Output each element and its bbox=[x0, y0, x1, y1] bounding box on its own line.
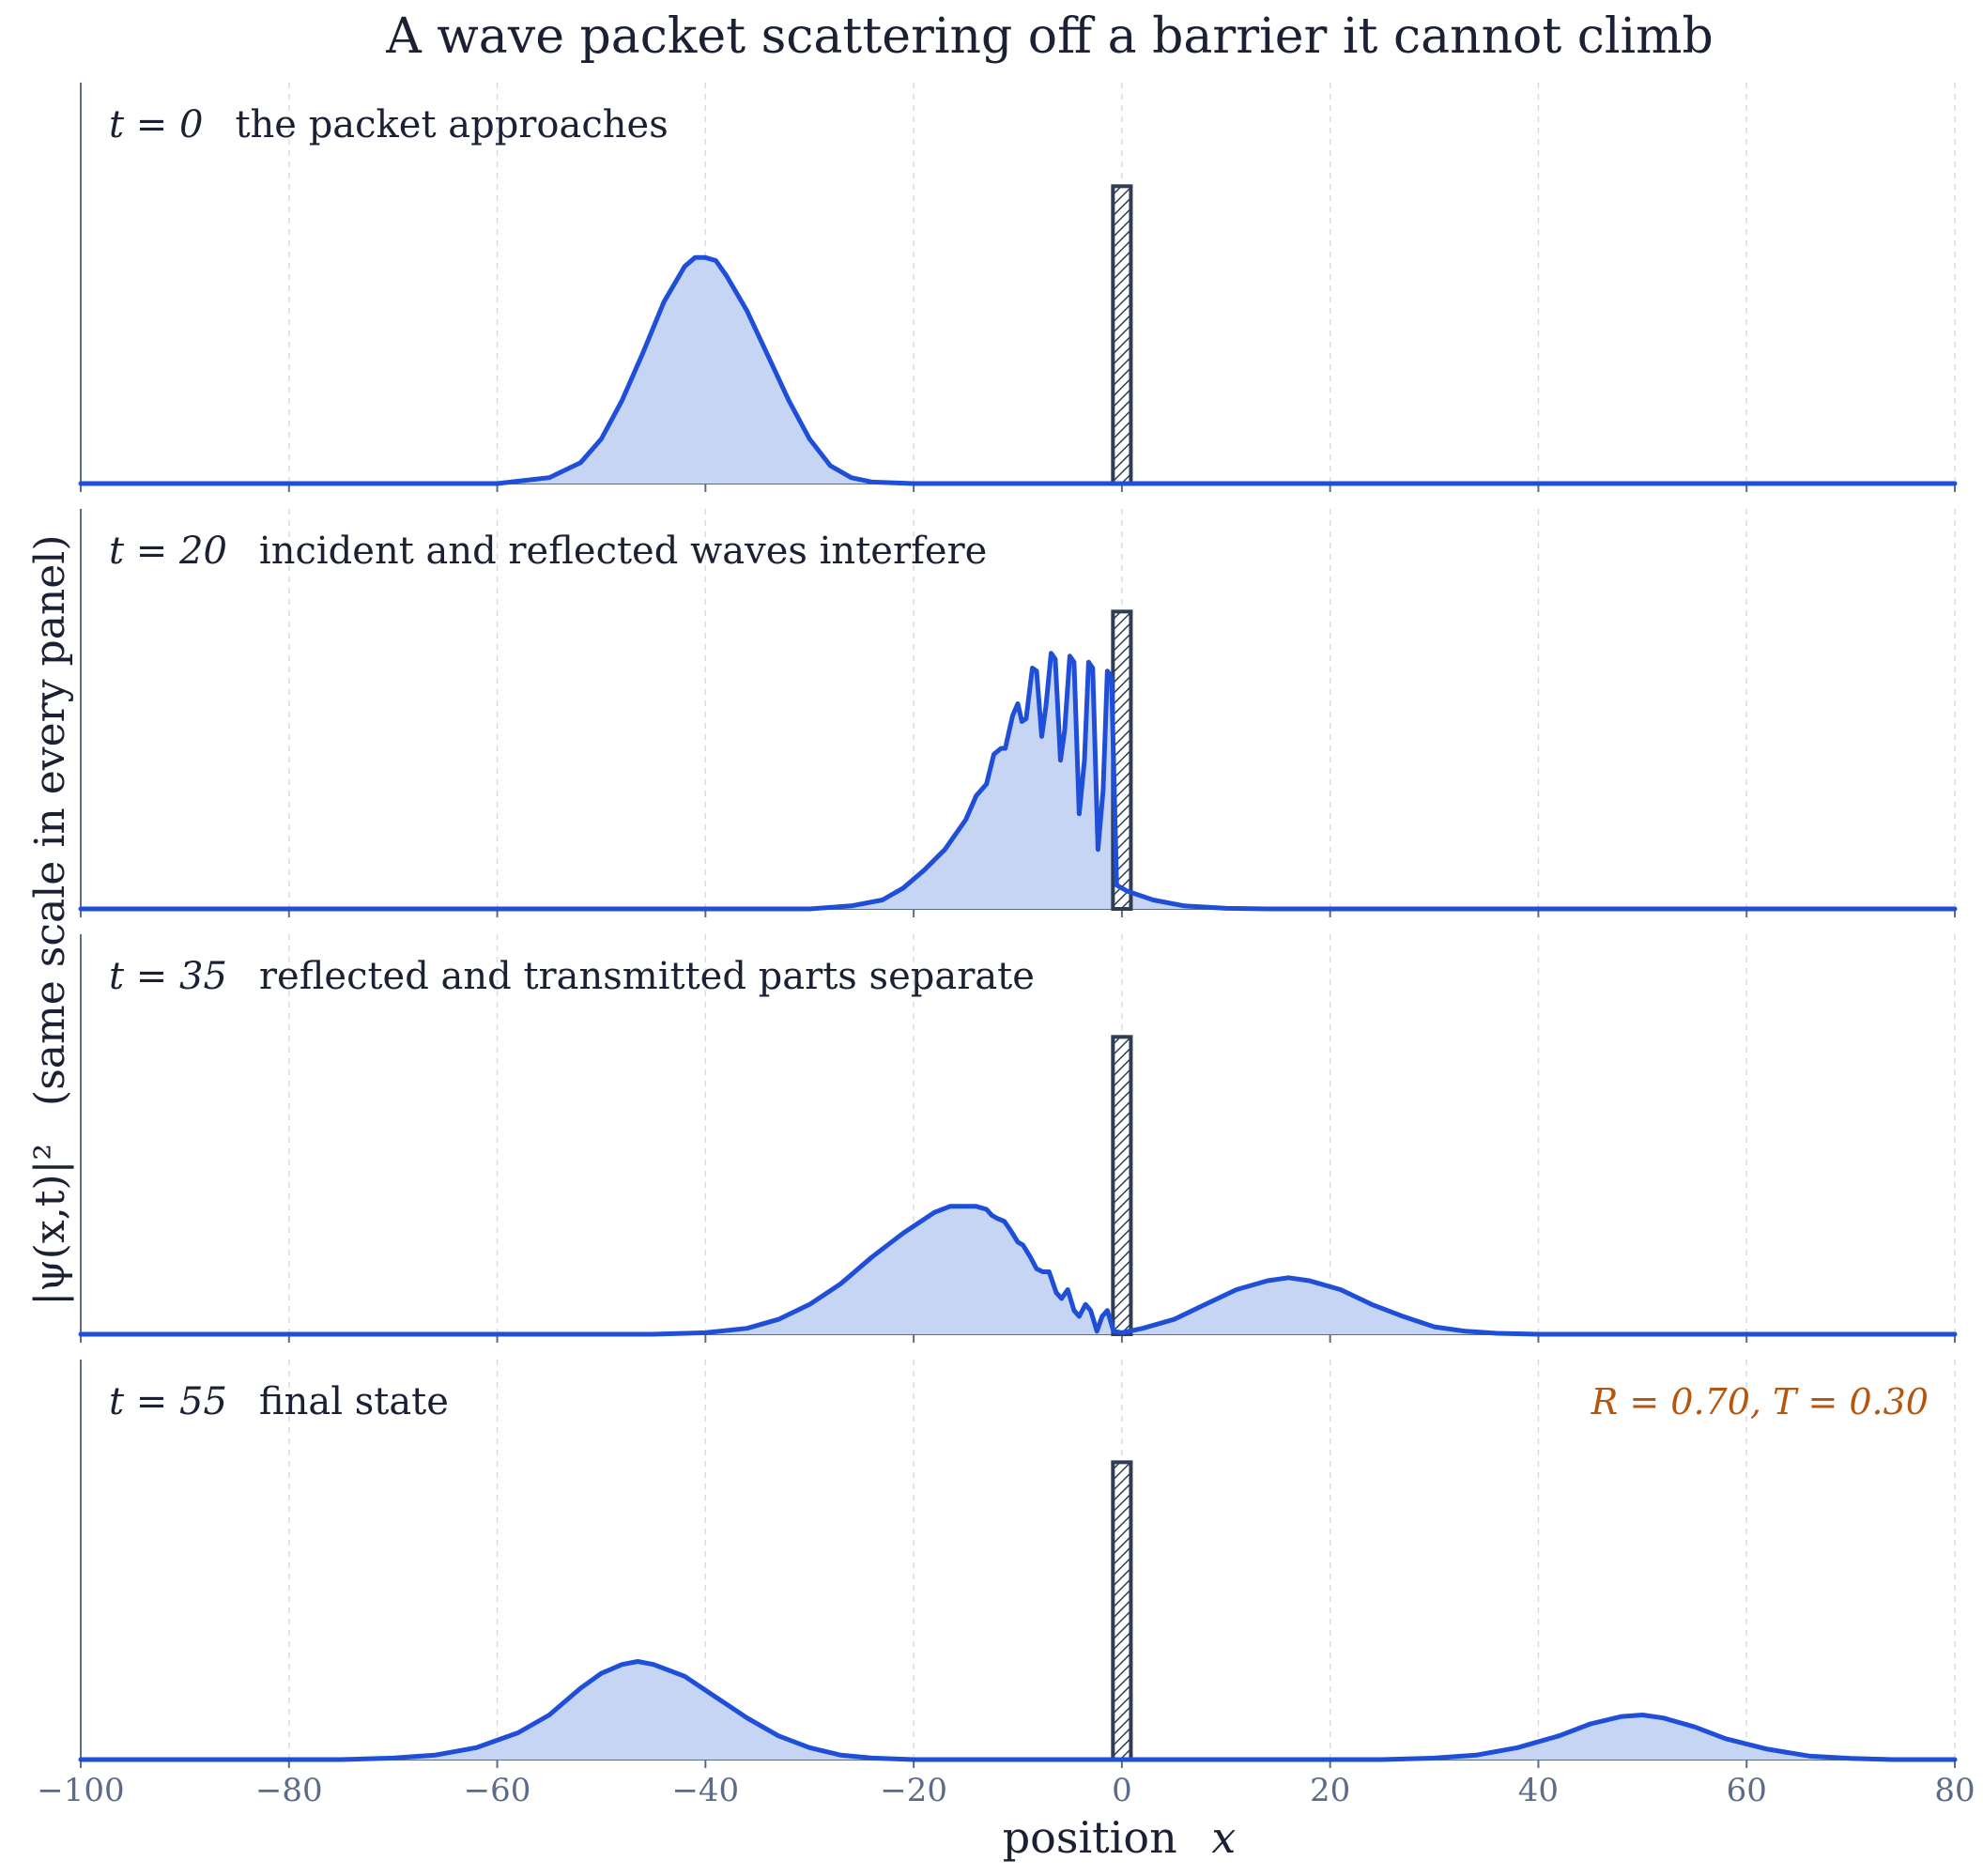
y-axis-label: |ψ(x,t)|² (same scale in every panel) bbox=[26, 534, 74, 1305]
panels: t = 0 the packet approaches t = 20 incident… bbox=[78, 83, 1958, 1768]
time-label: t = 35 bbox=[109, 955, 227, 998]
x-tick-label: 60 bbox=[1727, 1772, 1767, 1809]
y-axis-label-text: (same scale in every panel) bbox=[26, 534, 74, 1106]
panel-1: t = 0 the packet approaches bbox=[78, 83, 1958, 492]
panel-caption: reflected and transmitted parts separate bbox=[259, 955, 1035, 998]
panel-3: t = 35 reflected and transmitted parts se… bbox=[78, 934, 1958, 1343]
reflection-transmission-annotation: R = 0.70, T = 0.30 bbox=[1591, 1381, 1929, 1422]
panel-label: t = 55 final state bbox=[109, 1380, 449, 1423]
x-tick-label: 80 bbox=[1934, 1772, 1975, 1809]
time-label: t = 0 bbox=[109, 103, 203, 146]
panel-caption: incident and reflected waves interfere bbox=[259, 530, 987, 573]
x-tick-label: 40 bbox=[1518, 1772, 1559, 1809]
probability-density-curve bbox=[78, 651, 1958, 912]
x-axis-label-text: position bbox=[1003, 1812, 1177, 1863]
chart-title: A wave packet scattering off a barrier i… bbox=[385, 8, 1714, 65]
x-axis-label: position x bbox=[1003, 1812, 1237, 1863]
panel-caption: final state bbox=[259, 1380, 449, 1423]
probability-density-curve bbox=[78, 1204, 1958, 1337]
x-axis-label-symbol: x bbox=[1211, 1812, 1236, 1863]
panel-caption: the packet approaches bbox=[235, 103, 668, 146]
panel-label: t = 20 incident and reflected waves inter… bbox=[109, 530, 987, 573]
probability-density-area bbox=[81, 1206, 1955, 1334]
panel-2: t = 20 incident and reflected waves inter… bbox=[78, 509, 1958, 917]
probability-density-curve bbox=[78, 1659, 1958, 1762]
x-tick-label: −40 bbox=[671, 1772, 739, 1809]
probability-density-area bbox=[81, 1661, 1955, 1760]
barrier bbox=[1111, 1035, 1133, 1337]
time-label: t = 20 bbox=[109, 530, 227, 573]
barrier bbox=[1111, 1460, 1133, 1762]
x-tick-label: −60 bbox=[464, 1772, 531, 1809]
panel-label: t = 0 the packet approaches bbox=[109, 103, 669, 146]
x-tick-label: −80 bbox=[255, 1772, 323, 1809]
x-axis-ticks: −100 −80 −60 −40 −20 0 20 40 60 80 bbox=[37, 1772, 1975, 1809]
y-axis-label-symbol: |ψ(x,t)|² bbox=[26, 1144, 74, 1306]
x-tick-label: 20 bbox=[1310, 1772, 1350, 1809]
probability-density-area bbox=[81, 653, 1955, 909]
panel-label: t = 35 reflected and transmitted parts se… bbox=[109, 955, 1035, 998]
probability-density-curve bbox=[78, 254, 1958, 486]
x-tick-label: 0 bbox=[1112, 1772, 1132, 1809]
probability-density-area bbox=[81, 257, 1955, 484]
time-label: t = 55 bbox=[109, 1380, 227, 1423]
x-tick-label: −20 bbox=[880, 1772, 947, 1809]
x-tick-label: −100 bbox=[37, 1772, 124, 1809]
barrier bbox=[1111, 184, 1133, 485]
panel-4: t = 55 final state R = 0.70, T = 0.30 bbox=[78, 1360, 1958, 1768]
